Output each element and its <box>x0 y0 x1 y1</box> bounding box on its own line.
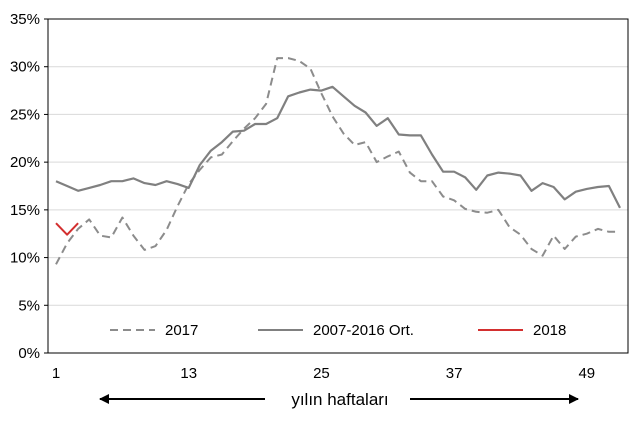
y-axis: 0% 5% 10% 15% 20% 25% 30% 35% <box>10 11 48 362</box>
legend: 2017 2007-2016 Ort. 2018 <box>110 322 566 339</box>
x-axis-label: yılın haftaları <box>291 390 388 409</box>
x-tick-label: 49 <box>578 365 595 382</box>
legend-label: 2017 <box>165 322 198 339</box>
series-line-2 <box>56 223 78 235</box>
gridlines <box>48 67 628 306</box>
y-tick-label: 0% <box>18 345 40 362</box>
y-tick-label: 10% <box>10 250 40 267</box>
x-axis-label-group: yılın haftaları <box>100 390 578 409</box>
x-tick-label: 25 <box>313 365 330 382</box>
x-axis: 1 13 25 37 49 <box>52 365 595 382</box>
x-tick-label: 13 <box>180 365 197 382</box>
y-tick-label: 35% <box>10 11 40 28</box>
series-line-0 <box>56 58 620 264</box>
legend-label: 2018 <box>533 322 566 339</box>
plot-area <box>48 19 628 353</box>
y-tick-label: 20% <box>10 154 40 171</box>
x-tick-label: 37 <box>446 365 463 382</box>
y-tick-label: 15% <box>10 202 40 219</box>
series-layer <box>56 58 620 264</box>
y-tick-label: 5% <box>18 297 40 314</box>
legend-label: 2007-2016 Ort. <box>313 322 414 339</box>
x-tick-label: 1 <box>52 365 60 382</box>
y-tick-label: 30% <box>10 59 40 76</box>
y-tick-label: 25% <box>10 106 40 123</box>
series-line-1 <box>56 87 620 208</box>
